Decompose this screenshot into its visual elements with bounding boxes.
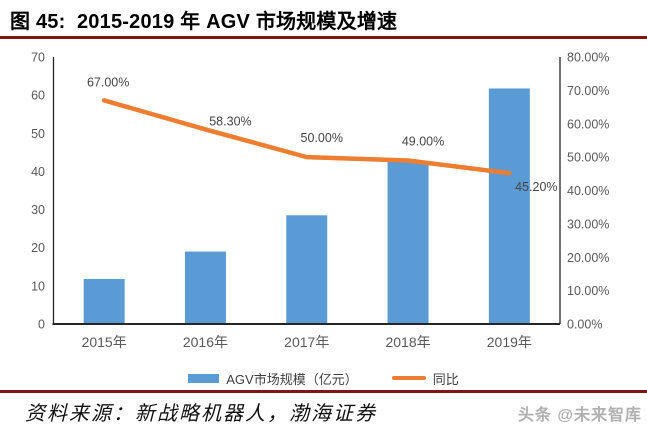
- x-axis-label: 2019年: [487, 334, 532, 350]
- watermark-text: 头条 @未来智库: [517, 407, 642, 424]
- yoy-growth-line: [101, 98, 512, 176]
- bar-2017年: [286, 215, 328, 324]
- legend-label-yoy: 同比: [432, 371, 459, 387]
- right-axis-tick: 70.00%: [567, 84, 609, 98]
- bar-series-swatch-icon: [188, 373, 220, 383]
- left-axis-tick: 20: [31, 241, 45, 255]
- left-axis-tick: 30: [31, 203, 45, 217]
- right-axis-tick: 40.00%: [567, 184, 609, 198]
- left-axis-tick: 0: [38, 318, 45, 332]
- bar-2018年: [387, 161, 429, 324]
- right-axis-tick: 10.00%: [567, 284, 609, 298]
- data-label-2017年: 50.00%: [301, 131, 343, 145]
- line-series-swatch-icon: [391, 376, 426, 380]
- legend-item-yoy: 同比: [391, 369, 459, 388]
- legend-label-market-size: AGV市场规模（亿元）: [226, 371, 358, 387]
- data-label-2019年: 45.20%: [515, 180, 557, 194]
- left-axis-tick: 70: [31, 51, 45, 65]
- right-axis-tick: 50.00%: [567, 151, 609, 165]
- left-axis-tick: 50: [31, 127, 45, 141]
- right-axis-tick: 30.00%: [567, 217, 609, 231]
- x-axis-label: 2016年: [183, 334, 228, 350]
- title-divider: [0, 36, 647, 39]
- chart-canvas: 0 10 20 30 40 50 60 70 0.00% 10.00% 20.00% 30.00% 40…: [31, 51, 609, 351]
- legend-item-market-size: AGV市场规模（亿元）: [188, 369, 358, 388]
- bar-2015年: [83, 278, 125, 324]
- left-axis-tick: 10: [31, 279, 45, 293]
- right-axis-tick: 0.00%: [567, 318, 602, 332]
- x-axis-label: 2017年: [284, 334, 329, 350]
- right-axis-tick: 80.00%: [567, 51, 609, 65]
- right-axis-tick: 60.00%: [567, 117, 609, 131]
- left-axis-tick: 60: [31, 89, 45, 103]
- source-text: 资料来源：新战略机器人，渤海证券: [25, 403, 377, 425]
- x-axis-label: 2015年: [82, 334, 127, 350]
- left-axis-tick: 40: [31, 165, 45, 179]
- x-axis-label: 2018年: [385, 334, 430, 350]
- figure-title: 图 45: 2015-2019 年 AGV 市场规模及增速: [10, 11, 398, 33]
- right-axis-tick: 20.00%: [567, 251, 609, 265]
- data-label-2016年: 58.30%: [209, 114, 251, 128]
- bar-2016年: [184, 251, 226, 324]
- data-label-2015年: 67.00%: [87, 75, 129, 89]
- data-label-2018年: 49.00%: [402, 134, 444, 148]
- bar-2019年: [488, 88, 530, 324]
- agv-market-chart: 0 10 20 30 40 50 60 70 0.00% 10.00% 20.00% 30.00% 40…: [0, 40, 647, 390]
- footer-divider: [0, 390, 647, 393]
- chart-legend: AGV市场规模（亿元） 同比: [0, 369, 647, 387]
